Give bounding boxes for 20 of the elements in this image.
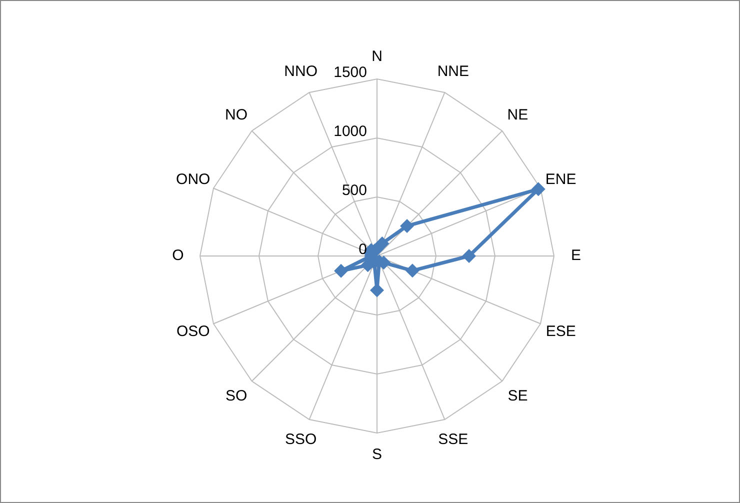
spoke-label: NNE bbox=[437, 63, 469, 80]
spoke-label: SSO bbox=[285, 430, 317, 448]
spoke-label: NE bbox=[507, 106, 528, 124]
spoke-label: ESE bbox=[546, 323, 576, 340]
spoke-label: SO bbox=[225, 388, 248, 405]
spoke-label: S bbox=[372, 446, 382, 463]
y-tick-label: 1000 bbox=[334, 122, 367, 140]
y-tick-label: 1500 bbox=[334, 64, 367, 81]
spoke-label: O bbox=[172, 246, 184, 264]
spoke-label: SE bbox=[508, 388, 528, 405]
spoke-label: E bbox=[570, 246, 582, 264]
spoke-label: OSO bbox=[176, 323, 210, 340]
spoke-label: NNO bbox=[284, 63, 318, 80]
y-tick-label: 500 bbox=[342, 182, 367, 199]
spoke-label: ENE bbox=[545, 170, 576, 188]
spoke-label: NO bbox=[225, 106, 248, 124]
y-tick-label: 0 bbox=[358, 240, 367, 258]
spoke-label: ONO bbox=[176, 170, 210, 188]
spoke-label: N bbox=[372, 48, 382, 65]
spoke-label: SSE bbox=[438, 430, 468, 448]
